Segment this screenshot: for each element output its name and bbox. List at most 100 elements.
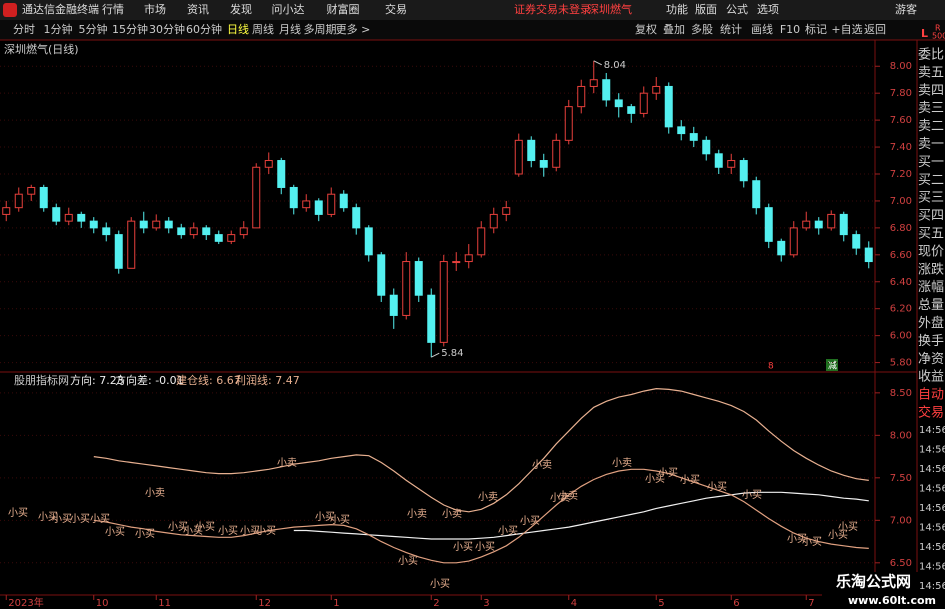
signal-label: 小买: [90, 513, 110, 525]
period-tab[interactable]: 5分钟: [79, 22, 108, 36]
app-name: 通达信金融终端: [22, 2, 99, 16]
signal-label: 小买: [218, 525, 238, 537]
period-tab[interactable]: 30分钟: [149, 22, 185, 36]
marker-box: [826, 359, 838, 371]
tool-button[interactable]: 复权: [635, 22, 657, 36]
signal-label: 小买: [398, 555, 418, 567]
period-tab[interactable]: 60分钟: [186, 22, 222, 36]
candle-body: [89, 220, 98, 229]
candle-body: [377, 254, 386, 296]
top-button[interactable]: 功能: [666, 2, 688, 16]
y-tick-label: 7.80: [890, 88, 912, 99]
period-tab[interactable]: 更多 >: [336, 22, 371, 36]
y-tick-label: 7.40: [890, 142, 912, 153]
time-label: 14:56: [919, 464, 945, 475]
tool-button[interactable]: 统计: [720, 23, 742, 36]
period-tab[interactable]: 日线: [227, 22, 249, 36]
x-tick-label: 1: [333, 598, 339, 609]
x-tick-label: 7: [808, 598, 814, 609]
period-tab[interactable]: 月线: [279, 22, 301, 36]
side-label: 现价: [918, 244, 944, 259]
candle-body: [289, 186, 298, 209]
candle-body: [864, 247, 873, 263]
candle-body: [827, 213, 836, 229]
y-tick-label: 7.50: [890, 473, 912, 484]
candle-body: [264, 160, 273, 168]
period-tab[interactable]: 1分钟: [44, 22, 73, 36]
top-button[interactable]: 公式: [726, 3, 748, 16]
candle-body: [502, 207, 511, 215]
y-tick-label: 7.20: [890, 169, 912, 180]
top-button[interactable]: 选项: [757, 3, 779, 16]
tool-button[interactable]: 画线: [751, 22, 773, 36]
signal-label: 小买: [240, 525, 260, 537]
candle-body: [739, 160, 748, 182]
candle-body: [252, 166, 261, 229]
signal-label: 小买: [430, 578, 450, 590]
candle-body: [352, 207, 361, 229]
side-label: 买三: [918, 191, 944, 206]
signal-label: 小买: [787, 533, 807, 545]
period-tab[interactable]: 多周期: [304, 22, 337, 36]
period-tab[interactable]: 周线: [252, 22, 274, 36]
candle-body: [127, 220, 136, 269]
candle-body: [764, 207, 773, 242]
toolbar: [0, 20, 945, 40]
candle-body: [814, 220, 823, 229]
signal-label: 小买: [70, 513, 90, 525]
scale-n: 500: [932, 32, 945, 41]
period-tab[interactable]: 15分钟: [112, 22, 148, 36]
candle-body: [564, 106, 573, 141]
candle-body: [239, 227, 248, 236]
candle-body: [139, 220, 148, 229]
period-tab[interactable]: 分时: [13, 23, 35, 36]
candle-body: [852, 234, 861, 249]
tool-button[interactable]: +自选: [831, 23, 862, 36]
candle-body: [114, 234, 123, 269]
signal-label: 小买: [105, 526, 125, 538]
candle-body: [614, 99, 623, 108]
candle-body: [64, 213, 73, 222]
x-tick-label: 10: [96, 598, 109, 609]
x-tick-label: 2: [433, 598, 439, 609]
candle-body: [714, 153, 723, 168]
candle-body: [177, 227, 186, 236]
signal-label: 小买: [802, 536, 822, 548]
side-label: 换手: [918, 334, 944, 349]
tool-button[interactable]: 返回: [864, 23, 886, 36]
candle-body: [414, 261, 423, 296]
candle-body: [777, 240, 786, 256]
signal-label: 小买: [742, 489, 762, 501]
signal-label: 小卖: [442, 508, 462, 520]
signal-label: 小卖: [550, 492, 570, 504]
tool-button[interactable]: F10: [780, 23, 800, 36]
tool-button[interactable]: 叠加: [663, 23, 685, 36]
candle-body: [727, 160, 736, 168]
candle-body: [664, 85, 673, 128]
menu-item[interactable]: 市场: [144, 2, 166, 16]
tool-button[interactable]: 多股: [691, 22, 713, 36]
stock-name: 深圳燃气: [588, 2, 632, 16]
scale-r: R: [935, 24, 941, 33]
candle-body: [14, 193, 23, 209]
signal-label: 小买: [707, 481, 727, 493]
y-tick-label: 8.50: [890, 388, 912, 399]
watermark-url: www.60lt.com: [848, 594, 936, 607]
menu-item[interactable]: 财富圈: [327, 2, 360, 16]
time-label: 14:56: [919, 581, 945, 592]
menu-item[interactable]: 发现: [230, 2, 252, 16]
top-button[interactable]: 版面: [695, 2, 717, 16]
menu-item[interactable]: 行情: [102, 3, 124, 16]
time-label: 14:56: [919, 562, 945, 573]
menu-item[interactable]: 资讯: [187, 3, 209, 16]
candle-body: [152, 220, 161, 229]
signal-label: 小卖: [612, 457, 632, 469]
menu-item[interactable]: 交易: [385, 2, 407, 16]
signal-label: 小卖: [407, 508, 427, 520]
top-button[interactable]: 游客: [895, 2, 917, 16]
max-pointer: [593, 60, 602, 66]
menu-item[interactable]: 问小达: [272, 3, 305, 16]
candle-body: [464, 254, 473, 263]
tool-button[interactable]: 标记: [805, 22, 827, 36]
